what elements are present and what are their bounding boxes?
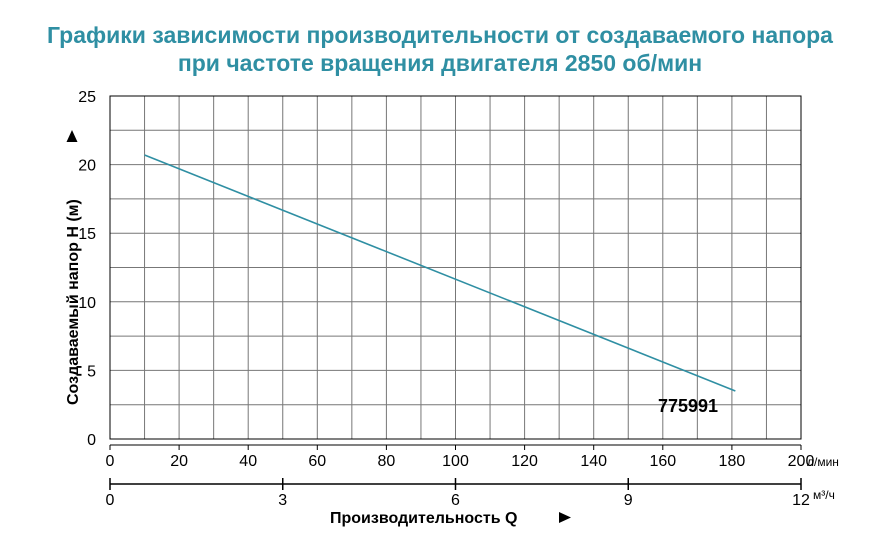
x-m3h-tick-label: 6	[451, 492, 460, 509]
x-m3h-tick-label: 0	[106, 492, 115, 509]
chart-title-line-2: при частоте вращения двигателя 2850 об/м…	[177, 50, 703, 76]
x-tick-label: 0	[106, 453, 115, 470]
series-layer: 775991	[144, 154, 736, 416]
x-tick-label: 80	[378, 453, 396, 470]
plot-frame	[109, 95, 802, 440]
y-tick-label: 10	[78, 295, 96, 312]
x-axis-m3h: 0 3 6 9 12	[106, 478, 810, 509]
x-axis-title: Производительность Q	[330, 510, 517, 527]
x-tick-label: 100	[442, 453, 469, 470]
x-tick-label: 180	[719, 453, 746, 470]
x-axis-lpm-unit: л/мин	[807, 455, 839, 469]
x-tick-label: 40	[239, 453, 257, 470]
x-tick-label: 60	[308, 453, 326, 470]
x-tick-label: 120	[511, 453, 538, 470]
y-tick-label: 5	[87, 363, 96, 380]
chart-title-line-1: Графики зависимости производительности о…	[47, 22, 833, 48]
chart-grid	[110, 96, 801, 439]
x-axis-title-group: Производительность Q	[330, 510, 571, 527]
y-tick-label: 20	[78, 158, 96, 175]
x-m3h-tick-label: 3	[278, 492, 287, 509]
y-axis-ticks: 0 5 10 15 20 25	[78, 89, 96, 449]
y-axis-arrow	[66, 130, 78, 142]
x-tick-label: 200	[788, 453, 815, 470]
series-label: 775991	[658, 396, 718, 416]
x-tick-label: 140	[580, 453, 607, 470]
x-axis-m3h-unit: м³/ч	[813, 488, 835, 502]
x-axis-lpm-ticks: 0 20 40 60 80 100 120 140 160 180 200	[106, 444, 815, 470]
x-tick-label: 160	[649, 453, 676, 470]
x-m3h-tick-label: 12	[792, 492, 810, 509]
y-axis-title-group: Создаваемый напор H (м)	[65, 130, 82, 405]
x-tick-label: 20	[170, 453, 188, 470]
x-axis-arrow	[559, 512, 571, 523]
series-line	[144, 154, 736, 392]
y-axis-title: Создаваемый напор H (м)	[65, 199, 82, 405]
y-tick-label: 15	[78, 226, 96, 243]
y-tick-label: 0	[87, 432, 96, 449]
x-m3h-tick-label: 9	[624, 492, 633, 509]
y-tick-label: 25	[78, 89, 96, 106]
